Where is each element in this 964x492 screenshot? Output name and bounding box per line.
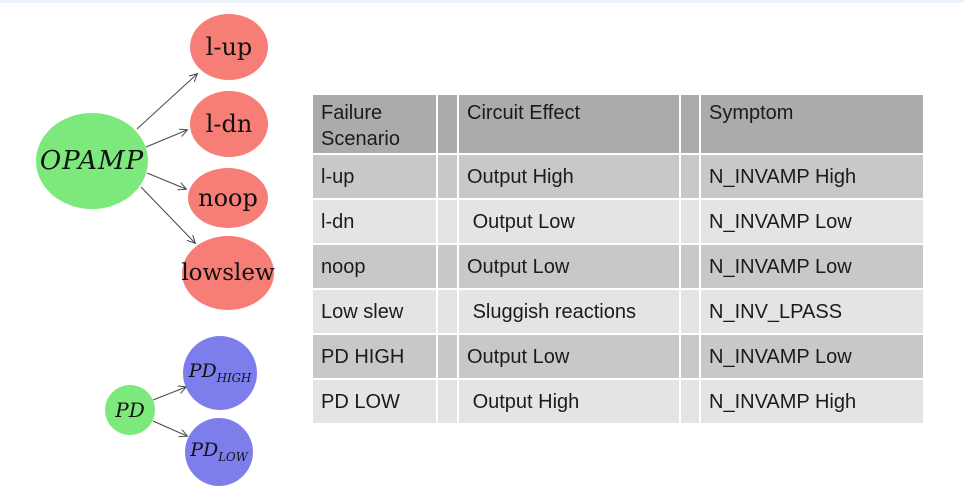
edge-opamp-lup (136, 74, 197, 130)
cell-symptom: N_INV_LPASS (701, 290, 923, 333)
node-opamp-label: OPAMP (39, 146, 145, 176)
node-pd-high-label: PDHIGH (188, 359, 252, 385)
edge-opamp-noop (146, 172, 186, 189)
node-opamp: OPAMP (36, 113, 148, 209)
cell-spacer (438, 335, 457, 378)
node-noop: noop (188, 168, 268, 228)
node-pd-low-label: PDLOW (190, 438, 248, 464)
node-l-up: l-up (190, 14, 268, 80)
cell-spacer (681, 245, 699, 288)
edge-opamp-lowslew (140, 186, 195, 243)
node-l-dn-label: l-dn (205, 110, 253, 138)
cell-scenario: Low slew (313, 290, 436, 333)
cell-effect: Output Low (459, 200, 679, 243)
edge-opamp-ldn (145, 130, 187, 148)
node-noop-label: noop (198, 184, 258, 212)
node-pd-label: PD (115, 398, 145, 422)
cell-spacer (681, 200, 699, 243)
cell-spacer (438, 380, 457, 423)
edge-pd-pdlow (152, 420, 187, 436)
cell-scenario: noop (313, 245, 436, 288)
cell-symptom: N_INVAMP High (701, 380, 923, 423)
cell-spacer (438, 155, 457, 198)
cell-scenario: PD HIGH (313, 335, 436, 378)
header-failure-scenario: Failure Scenario (313, 95, 436, 153)
cell-spacer (438, 245, 457, 288)
node-pd: PD (105, 385, 155, 435)
node-lowslew-label: lowslew (181, 259, 275, 286)
header-spacer-1 (438, 95, 457, 153)
failure-table: Failure Scenario Circuit Effect Symptom … (313, 95, 923, 423)
cell-symptom: N_INVAMP High (701, 155, 923, 198)
node-l-up-label: l-up (205, 33, 253, 61)
cell-scenario: l-up (313, 155, 436, 198)
cell-spacer (681, 380, 699, 423)
cell-effect: Sluggish reactions (459, 290, 679, 333)
cell-scenario: PD LOW (313, 380, 436, 423)
cell-symptom: N_INVAMP Low (701, 335, 923, 378)
cell-symptom: N_INVAMP Low (701, 200, 923, 243)
cell-spacer (681, 155, 699, 198)
cell-scenario: l-dn (313, 200, 436, 243)
cell-spacer (681, 290, 699, 333)
cell-effect: Output Low (459, 245, 679, 288)
node-lowslew: lowslew (181, 236, 275, 310)
cell-spacer (438, 290, 457, 333)
cell-spacer (681, 335, 699, 378)
top-border (0, 0, 964, 3)
edge-pd-pdhigh (152, 387, 186, 401)
node-pd-low-subscript: LOW (218, 449, 248, 464)
cell-effect: Output High (459, 155, 679, 198)
header-circuit-effect: Circuit Effect (459, 95, 679, 153)
cell-effect: Output Low (459, 335, 679, 378)
header-symptom: Symptom (701, 95, 923, 153)
node-pd-low: PDLOW (185, 418, 253, 486)
node-l-dn: l-dn (190, 91, 268, 157)
cell-effect: Output High (459, 380, 679, 423)
cell-spacer (438, 200, 457, 243)
node-pd-high: PDHIGH (183, 336, 257, 410)
cell-symptom: N_INVAMP Low (701, 245, 923, 288)
header-spacer-2 (681, 95, 699, 153)
node-pd-high-subscript: HIGH (216, 370, 252, 385)
